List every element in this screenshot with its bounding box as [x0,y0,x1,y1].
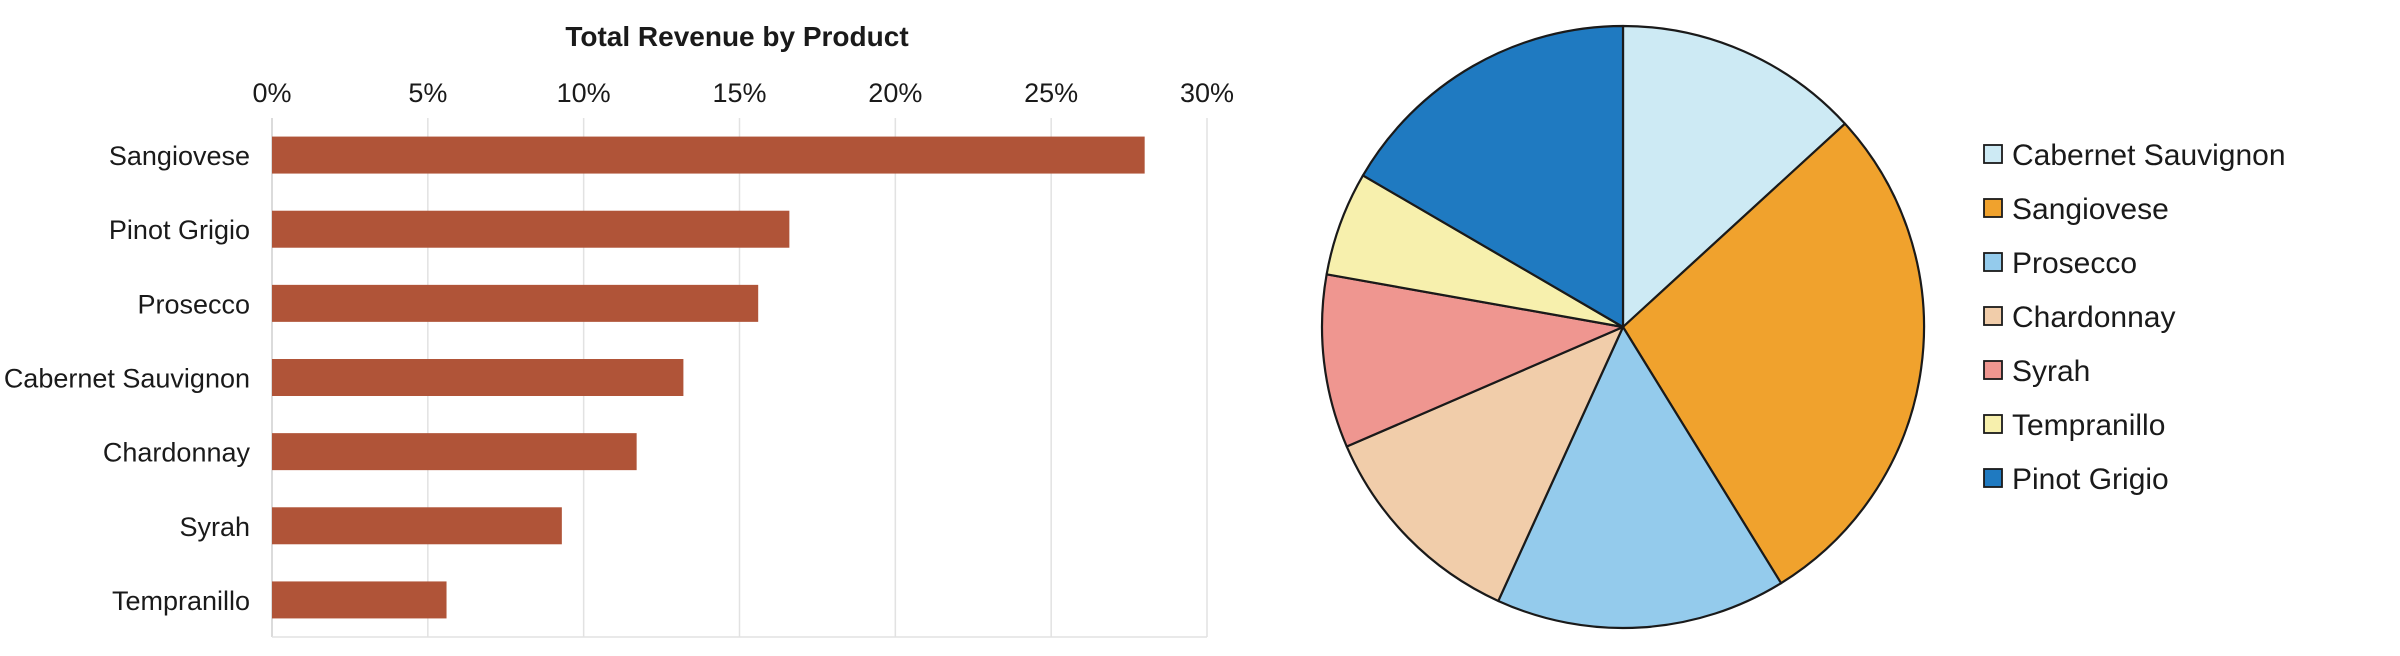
category-label: Chardonnay [103,438,251,468]
category-label: Syrah [179,512,250,542]
x-tick-label: 15% [712,78,766,108]
legend-swatch [1983,198,2003,218]
bar-sangiovese [272,136,1145,174]
pie-legend: Cabernet Sauvignon Sangiovese Prosecco Char… [1983,139,2286,496]
pie-slice-chardonnay [1345,325,1625,603]
legend-label: Tempranillo [2012,409,2165,442]
legend-swatch [1983,144,2003,164]
x-tick-label: 10% [557,78,611,108]
legend-swatch [1983,252,2003,272]
bar-x-axis-ticks: 0% 5% 10% 15% 20% 25% 30% [252,78,1234,108]
bar-series [272,136,1145,619]
bar-pinot-grigio [272,210,790,248]
bar-prosecco [272,284,759,322]
legend-label: Syrah [2012,355,2090,388]
bar-tempranillo [272,581,447,619]
category-label: Cabernet Sauvignon [4,364,250,394]
legend-swatch [1983,360,2003,380]
category-label: Tempranillo [112,586,250,616]
legend-swatch [1983,306,2003,326]
legend-label: Prosecco [2012,247,2137,280]
x-tick-label: 5% [408,78,447,108]
legend-label: Chardonnay [2012,301,2175,334]
chart-title: Total Revenue by Product [565,21,908,52]
pie-slice-pinot-grigio [1361,24,1625,329]
legend-swatch [1983,414,2003,434]
legend-label: Pinot Grigio [2012,463,2169,496]
category-label: Prosecco [137,289,250,319]
x-tick-label: 20% [868,78,922,108]
legend-label: Sangiovese [2012,193,2169,226]
bar-syrah [272,507,562,545]
legend-label: Cabernet Sauvignon [2012,139,2286,172]
x-tick-label: 25% [1024,78,1078,108]
pie-slice-cabernet-sauvignon [1621,24,1847,329]
category-label: Sangiovese [109,141,250,171]
pie-slices [1320,24,1926,630]
legend-swatch [1983,468,2003,488]
category-label: Pinot Grigio [109,215,250,245]
bar-chardonnay [272,433,637,471]
pie-chart [1320,24,1926,630]
pie-slice-prosecco [1497,325,1783,630]
pie-slice-sangiovese [1621,122,1926,585]
bar-category-labels: Sangiovese Pinot Grigio Prosecco Cabernet S… [4,141,251,616]
pie-slice-syrah [1320,273,1625,448]
x-tick-label: 0% [252,78,291,108]
bar-chart: Total Revenue by Product 0% 5% 10% 15% 20% 25… [4,21,1234,638]
bar-cabernet-sauvignon [272,359,684,396]
x-tick-label: 30% [1180,78,1234,108]
